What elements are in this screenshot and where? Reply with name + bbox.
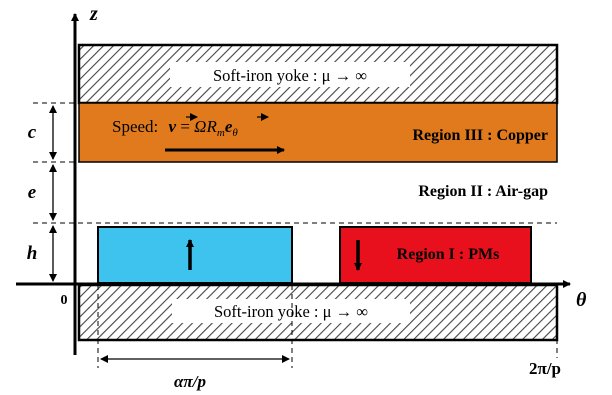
dim-e-label: e <box>28 182 37 203</box>
region-ii-label: Region II : Air-gap <box>418 183 548 200</box>
z-axis-label: z <box>89 3 98 25</box>
speed-e: e <box>225 117 233 136</box>
magnet-left <box>97 226 293 284</box>
region-iii-label: Region III : Copper <box>412 127 548 144</box>
magnet-right: Region I : PMs <box>339 226 532 284</box>
dim-alpha: απ/p <box>97 285 293 391</box>
region-i-label: Region I : PMs <box>397 246 500 263</box>
axes: z θ 0 <box>16 3 587 355</box>
dashed-lines <box>33 102 557 224</box>
alpha-pi-p-label: απ/p <box>174 372 206 391</box>
two-pi-p-label: 2π/p <box>529 359 561 378</box>
theta-axis-label: θ <box>576 289 587 311</box>
dim-h-label: h <box>27 243 38 264</box>
speed-label: Speed: v = ΩRmeθ <box>112 117 238 139</box>
bottom-yoke-label: Soft-iron yoke : μ → ∞ <box>214 302 368 321</box>
bottom-yoke: Soft-iron yoke : μ → ∞ <box>77 283 559 342</box>
copper-region: Speed: v = ΩRmeθ Region III : Copper <box>78 102 558 163</box>
speed-v: v <box>169 117 177 136</box>
dim-c-label: c <box>28 122 37 143</box>
top-yoke-label: Soft-iron yoke : μ → ∞ <box>213 66 367 85</box>
top-yoke: Soft-iron yoke : μ → ∞ <box>77 43 559 105</box>
origin-label: 0 <box>61 293 68 308</box>
